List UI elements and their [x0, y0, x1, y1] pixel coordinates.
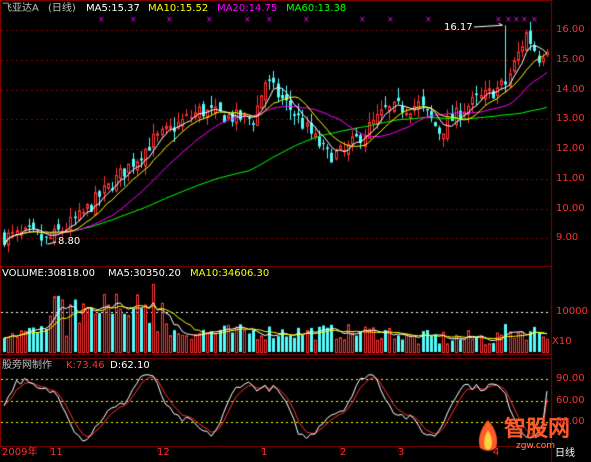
kdj-k-legend: K:73.46	[66, 360, 105, 371]
date-x-tick: 1	[261, 447, 268, 458]
price-y-tick: 15.00	[556, 54, 585, 66]
volume-y-tick: 10000	[556, 306, 588, 317]
date-x-tick: 12	[157, 447, 170, 458]
volume-unit: X10	[552, 336, 572, 347]
watermark-en: zgw.com	[516, 441, 556, 451]
date-axis-label: 日线	[555, 448, 575, 459]
ma10-legend: MA10:15.52	[148, 3, 209, 14]
price-y-tick: 13.00	[556, 113, 585, 125]
ma5-legend: MA5:15.37	[86, 3, 140, 14]
price-y-tick: 12.00	[556, 143, 585, 155]
stock-name: 飞亚达A	[2, 3, 39, 14]
kdj-title: 股旁网制作	[2, 360, 52, 371]
volume-ma10-legend: MA10:34606.30	[190, 268, 270, 279]
price-y-tick: 9.00	[556, 232, 579, 244]
price-y-tick: 10.00	[556, 202, 585, 214]
date-x-tick: 2	[340, 447, 347, 458]
price-y-tick: 14.00	[556, 83, 585, 95]
ma20-legend: MA20:14.75	[217, 3, 278, 14]
kdj-y-tick: 60.00	[556, 394, 585, 406]
watermark-cn: 智股网	[504, 417, 571, 442]
volume-ma5-legend: MA5:30350.20	[108, 268, 181, 279]
price-y-tick: 11.00	[556, 172, 585, 184]
watermark-logo-icon	[474, 418, 502, 454]
low-price-label: 8.80	[58, 236, 81, 247]
high-price-label: 16.17	[444, 22, 473, 33]
ma60-legend: MA60:13.38	[286, 3, 347, 14]
period-label: (日线)	[48, 3, 76, 14]
price-y-tick: 16.00	[556, 24, 585, 36]
kdj-d-legend: D:62.10	[110, 360, 150, 371]
date-x-tick: 2009年	[2, 447, 38, 458]
date-x-tick: 3	[398, 447, 405, 458]
date-x-tick: 4	[493, 447, 500, 458]
date-x-tick: 11	[50, 447, 63, 458]
volume-legend: VOLUME:30818.00	[2, 268, 95, 279]
kdj-y-tick: 90.00	[556, 373, 585, 385]
kdj-y-tick: 30.00	[556, 416, 585, 428]
